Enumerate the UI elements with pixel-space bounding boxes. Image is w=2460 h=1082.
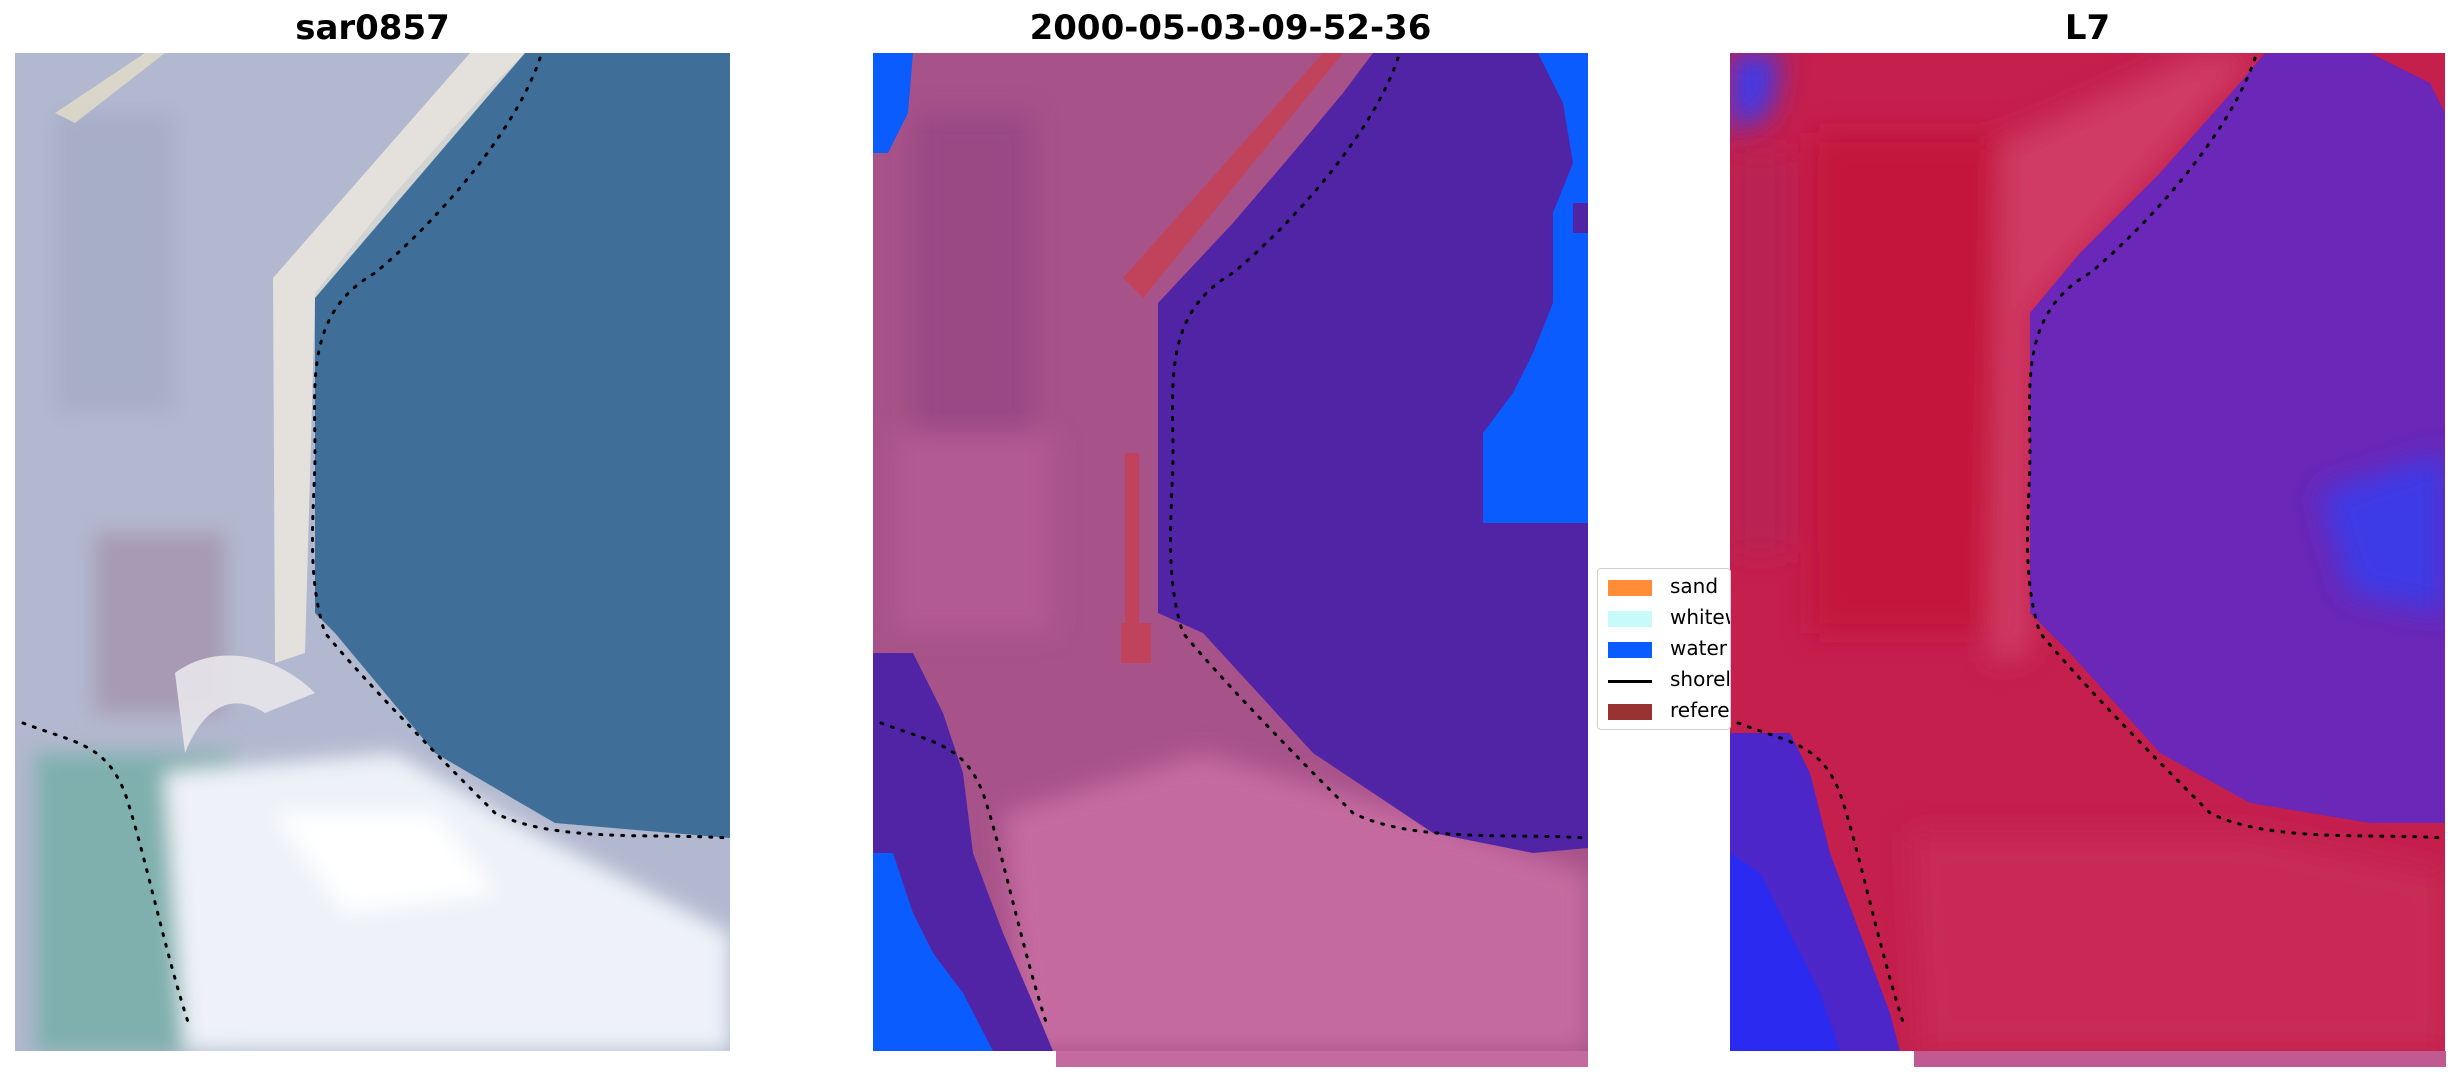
legend-label: reference xyxy=(1670,698,1730,722)
water-area xyxy=(315,53,730,838)
overflow-strip xyxy=(1914,1051,2446,1067)
water-class xyxy=(873,53,913,153)
legend-label: shoreline xyxy=(1670,667,1731,691)
whitewater-swatch xyxy=(1608,611,1652,627)
classification-panel xyxy=(873,53,1588,1051)
sand-ridge xyxy=(273,53,525,663)
reference-swatch xyxy=(1608,704,1652,720)
shoreline-line xyxy=(21,721,192,1030)
classification-image xyxy=(873,53,1588,1051)
l7-image xyxy=(1730,53,2445,1051)
legend-item-reference: reference xyxy=(1608,697,1730,725)
legend-item-sand: sand xyxy=(1608,573,1730,601)
water-class xyxy=(1483,53,1588,523)
shoreline-swatch xyxy=(1608,680,1652,683)
water-index xyxy=(2030,53,2445,823)
legend-item-shoreline: shoreline xyxy=(1608,666,1731,694)
overflow-strip xyxy=(1056,1051,1588,1067)
panel-title-classification: 2000-05-03-09-52-36 xyxy=(1029,8,1432,48)
rgb-image xyxy=(15,53,730,1051)
shoreline-line xyxy=(2026,56,2445,840)
shoreline-line xyxy=(1736,721,1907,1030)
legend-label: water xyxy=(1670,636,1727,660)
shoreline-line xyxy=(311,56,730,840)
shoreline-line xyxy=(1169,56,1588,840)
water-swatch xyxy=(1608,642,1652,658)
sand-strip xyxy=(1123,53,1343,298)
shoreline-line xyxy=(879,721,1050,1030)
sand-swatch xyxy=(1608,580,1652,596)
panel-title-rgb: sar0857 xyxy=(295,8,450,48)
legend-item-water: water xyxy=(1608,635,1730,663)
water-class xyxy=(1158,53,1588,853)
water-class xyxy=(873,853,993,1051)
panel-title-index: L7 xyxy=(2064,8,2111,48)
rgb-image-panel xyxy=(15,53,730,1051)
l7-panel xyxy=(1730,53,2445,1051)
legend-label: sand xyxy=(1670,574,1719,598)
